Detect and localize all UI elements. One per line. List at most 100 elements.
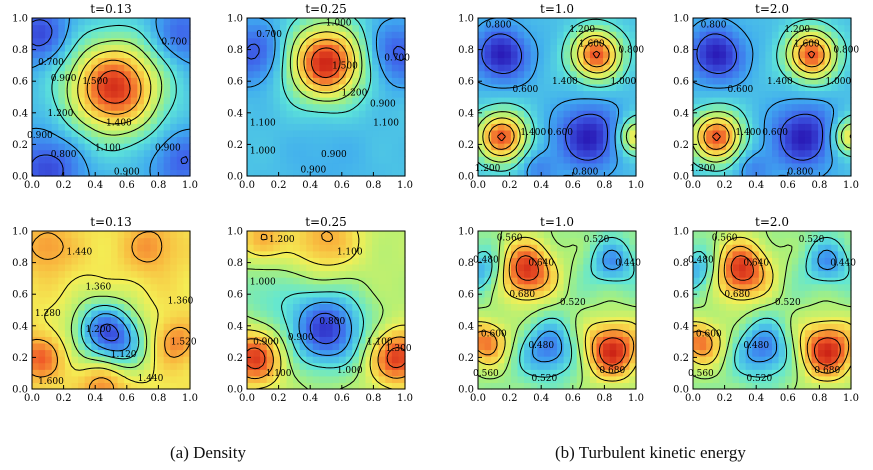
field-cell: [504, 162, 512, 171]
field-cell: [385, 44, 393, 52]
field-cell: [818, 136, 826, 144]
field-cell: [78, 270, 86, 278]
field-cell: [170, 362, 178, 370]
field-cell: [811, 50, 819, 59]
field-cell: [78, 310, 86, 318]
field-cell: [345, 136, 353, 144]
field-cell: [326, 375, 334, 384]
field-cell: [78, 342, 86, 351]
field-cell: [798, 103, 806, 111]
field-cell: [563, 103, 571, 111]
field-cell: [844, 303, 852, 311]
field-cell: [378, 162, 386, 171]
field-cell: [739, 97, 747, 105]
field-cell: [398, 257, 406, 265]
field-cell: [524, 64, 532, 72]
contour-line: [692, 245, 850, 374]
field-cell: [97, 24, 106, 32]
field-cell: [391, 329, 400, 337]
field-cell: [785, 310, 793, 318]
field-cell: [739, 50, 747, 59]
field-cell: [64, 136, 73, 144]
field-cell: [537, 83, 545, 92]
field-cell: [332, 44, 340, 52]
field-cell: [752, 349, 760, 357]
field-cell: [312, 83, 321, 92]
field-cell: [791, 310, 799, 318]
field-cell: [622, 375, 631, 384]
field-cell: [332, 149, 340, 157]
field-cell: [739, 263, 747, 272]
field-cell: [603, 50, 611, 59]
field-cell: [732, 110, 740, 118]
field-cell: [163, 143, 171, 151]
field-cell: [557, 64, 565, 72]
field-cell: [176, 97, 185, 105]
field-cell: [543, 44, 552, 52]
field-cell: [306, 103, 314, 111]
field-cell: [837, 77, 846, 85]
field-cell: [130, 97, 138, 105]
contour-line: [477, 230, 637, 390]
field-cell: [51, 143, 59, 151]
field-cell: [32, 303, 40, 311]
field-cell: [163, 375, 171, 384]
field-cell: [778, 90, 786, 98]
field-cell: [844, 231, 852, 239]
field-cell: [104, 244, 112, 252]
field-cell: [785, 250, 793, 258]
field-cell: [266, 149, 274, 157]
field-cell: [745, 116, 753, 124]
field-cell: [157, 110, 165, 118]
field-cell: [91, 244, 99, 252]
y-tick-label: 0.2: [227, 140, 243, 151]
field-cell: [352, 37, 360, 45]
field-cell: [831, 296, 839, 305]
field-cell: [491, 44, 499, 52]
field-cell: [798, 77, 806, 85]
x-tick-label: 0.0: [685, 393, 701, 404]
field-cell: [785, 362, 793, 370]
field-cell: [758, 123, 767, 131]
field-cell: [45, 97, 53, 105]
field-cell: [391, 342, 400, 351]
field-cell: [372, 310, 380, 318]
field-cell: [596, 382, 604, 390]
field-cell: [785, 57, 793, 65]
field-cell: [570, 57, 578, 65]
field-cell: [491, 362, 499, 370]
field-cell: [365, 24, 373, 32]
field-cell: [253, 303, 261, 311]
field-cell: [286, 116, 294, 124]
field-cell: [326, 143, 334, 151]
field-cell: [818, 24, 826, 32]
field-cell: [785, 257, 793, 265]
field-cell: [358, 64, 367, 72]
field-cell: [104, 18, 112, 26]
contour-line: [44, 274, 159, 384]
field-cell: [45, 296, 53, 305]
field-cell: [45, 244, 53, 252]
field-cell: [64, 303, 73, 311]
field-cell: [537, 44, 545, 52]
field-cell: [293, 149, 301, 157]
field-cell: [64, 349, 73, 357]
field-cell: [576, 97, 584, 105]
field-cell: [365, 237, 373, 245]
field-cell: [183, 123, 191, 131]
field-cell: [124, 50, 132, 59]
field-cell: [478, 257, 486, 265]
field-cell: [253, 369, 261, 377]
field-cell: [706, 310, 714, 318]
field-cell: [589, 290, 598, 298]
field-cell: [557, 316, 565, 324]
field-cell: [712, 116, 720, 124]
field-cell: [844, 129, 852, 138]
field-cell: [104, 110, 112, 118]
field-cell: [811, 310, 819, 318]
field-cell: [550, 64, 558, 72]
field-cell: [163, 24, 171, 32]
field-cell: [176, 64, 185, 72]
field-cell: [706, 263, 714, 272]
